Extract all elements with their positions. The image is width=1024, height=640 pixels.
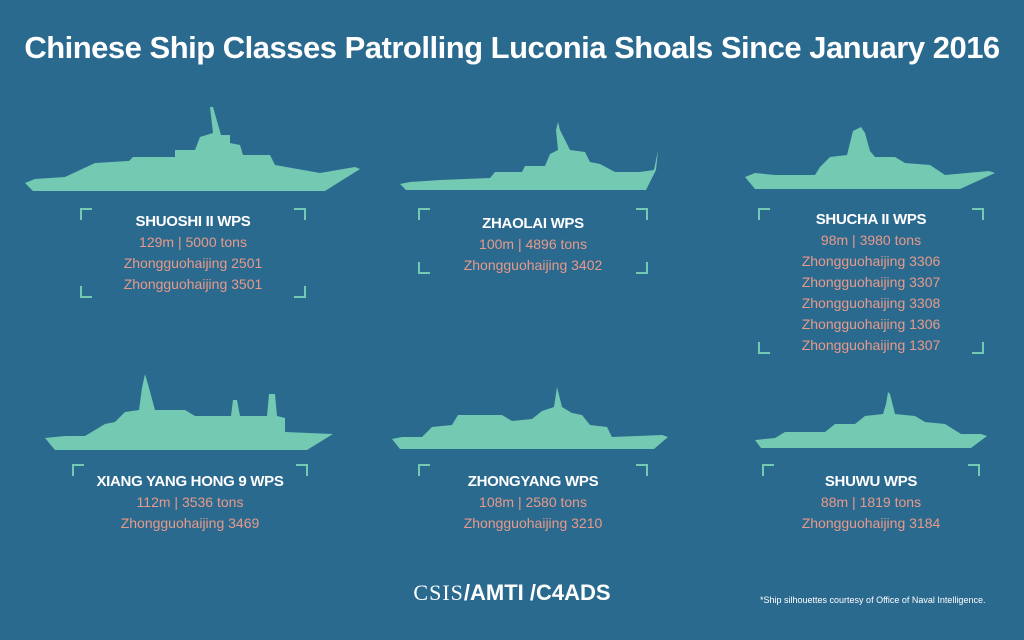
hull-number: Zhongguohaijing 3184 xyxy=(801,515,941,531)
hull-number: Zhongguohaijing 2501 xyxy=(123,255,263,271)
ship-card-shucha: SHUCHA II WPS 98m | 3980 tons Zhongguoha… xyxy=(758,208,984,354)
hull-number: Zhongguohaijing 3306 xyxy=(801,253,941,269)
ship-name: XIANG YANG HONG 9 WPS xyxy=(96,473,284,490)
frame-corner xyxy=(418,208,430,220)
ship-spec: 112m | 3536 tons xyxy=(136,494,244,510)
ship-card-shuoshi: SHUOSHI II WPS 129m | 5000 tons Zhongguo… xyxy=(80,208,306,298)
frame-corner xyxy=(72,464,84,476)
hull-number: Zhongguohaijing 1307 xyxy=(801,337,941,353)
page-title: Chinese Ship Classes Patrolling Luconia … xyxy=(24,30,1000,65)
frame-corner xyxy=(418,262,430,274)
frame-corner xyxy=(636,262,648,274)
hull-number: Zhongguohaijing 3210 xyxy=(463,515,603,531)
frame-corner xyxy=(636,208,648,220)
ship-card-xiang-yang-hong: XIANG YANG HONG 9 WPS 112m | 3536 tons Z… xyxy=(72,464,308,534)
frame-corner xyxy=(294,286,306,298)
ship-name: SHUWU WPS xyxy=(824,473,918,490)
ship-card-shuwu: SHUWU WPS 88m | 1819 tons Zhongguohaijin… xyxy=(762,464,980,534)
frame-corner xyxy=(296,464,308,476)
ship-card-zhaolai: ZHAOLAI WPS 100m | 4896 tons Zhongguohai… xyxy=(418,208,648,274)
hull-number: Zhongguohaijing 3469 xyxy=(120,515,260,531)
ship-silhouette-shuoshi xyxy=(25,105,365,195)
ship-name: ZHAOLAI WPS xyxy=(482,215,584,232)
ship-name: SHUOSHI II WPS xyxy=(135,213,251,230)
hull-number: Zhongguohaijing 3402 xyxy=(463,257,603,273)
frame-corner xyxy=(762,464,774,476)
hull-number: Zhongguohaijing 3307 xyxy=(801,274,941,290)
ship-silhouette-zhaolai xyxy=(400,120,665,195)
frame-corner xyxy=(80,286,92,298)
csis-logo: CSIS xyxy=(413,580,464,605)
frame-corner xyxy=(758,342,770,354)
frame-corner xyxy=(636,464,648,476)
frame-corner xyxy=(758,208,770,220)
hull-number: Zhongguohaijing 3501 xyxy=(123,276,263,292)
hull-number: Zhongguohaijing 1306 xyxy=(801,316,941,332)
ship-spec: 98m | 3980 tons xyxy=(820,232,922,248)
ship-card-zhongyang: ZHONGYANG WPS 108m | 2580 tons Zhongguoh… xyxy=(418,464,648,534)
ship-name: SHUCHA II WPS xyxy=(815,211,927,228)
ship-spec: 108m | 2580 tons xyxy=(479,494,587,510)
frame-corner xyxy=(972,208,984,220)
ship-silhouette-xiang-yang-hong xyxy=(45,370,340,452)
frame-corner xyxy=(972,342,984,354)
frame-corner xyxy=(294,208,306,220)
frame-corner xyxy=(968,464,980,476)
ship-spec: 100m | 4896 tons xyxy=(479,236,587,252)
footer-logo: CSIS/AMTI /C4ADS xyxy=(0,580,1024,606)
ship-spec: 129m | 5000 tons xyxy=(139,234,247,250)
hull-number: Zhongguohaijing 3308 xyxy=(801,295,941,311)
ship-silhouette-shuwu xyxy=(755,390,1000,452)
ship-silhouette-shucha xyxy=(745,125,1000,195)
frame-corner xyxy=(418,464,430,476)
ship-silhouette-zhongyang xyxy=(392,385,672,455)
footnote: *Ship silhouettes courtesy of Office of … xyxy=(760,595,986,605)
ship-spec: 88m | 1819 tons xyxy=(820,494,922,510)
frame-corner xyxy=(80,208,92,220)
ship-name: ZHONGYANG WPS xyxy=(467,473,599,490)
partner-logos: /AMTI /C4ADS xyxy=(463,580,611,605)
